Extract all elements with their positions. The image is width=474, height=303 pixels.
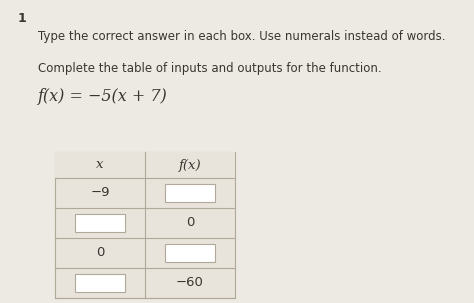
Bar — [75, 274, 125, 292]
Text: −9: −9 — [90, 187, 110, 199]
Bar — [165, 184, 215, 202]
Bar — [55, 152, 235, 298]
Text: f(x): f(x) — [179, 158, 201, 171]
Text: f(x) = −5(x + 7): f(x) = −5(x + 7) — [38, 88, 168, 105]
Text: x: x — [96, 158, 104, 171]
Text: 0: 0 — [186, 217, 194, 229]
Bar — [55, 152, 235, 178]
Text: Complete the table of inputs and outputs for the function.: Complete the table of inputs and outputs… — [38, 62, 382, 75]
Text: −60: −60 — [176, 277, 204, 289]
Text: 1: 1 — [18, 12, 27, 25]
Bar — [75, 214, 125, 232]
Text: Type the correct answer in each box. Use numerals instead of words.: Type the correct answer in each box. Use… — [38, 30, 446, 43]
Bar — [165, 244, 215, 262]
Text: 0: 0 — [96, 247, 104, 259]
